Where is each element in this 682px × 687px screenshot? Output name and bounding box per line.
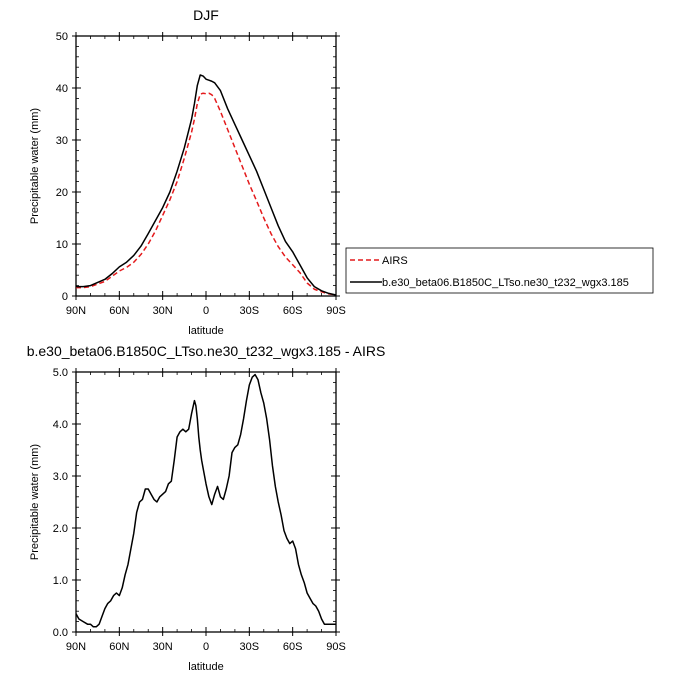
top-y-tick-label: 10 — [56, 239, 68, 251]
legend-label-model: b.e30_beta06.B1850C_LTso.ne30_t232_wgx3.… — [382, 277, 629, 289]
bottom-x-tick-label: 60N — [109, 641, 129, 653]
bottom-y-tick-label: 4.0 — [53, 419, 68, 431]
top-y-tick-label: 20 — [56, 187, 68, 199]
top-y-tick-label: 40 — [56, 83, 68, 95]
bottom-y-tick-label: 0.0 — [53, 627, 68, 639]
bottom-x-tick-label: 60S — [283, 641, 303, 653]
top-x-tick-label: 90S — [326, 305, 346, 317]
top-series — [76, 74, 337, 296]
top-x-axis-label: latitude — [188, 325, 223, 337]
bottom-y-tick-label: 5.0 — [53, 367, 68, 379]
bottom-chart-title: b.e30_beta06.B1850C_LTso.ne30_t232_wgx3.… — [27, 343, 386, 359]
bottom-panel: b.e30_beta06.B1850C_LTso.ne30_t232_wgx3.… — [27, 343, 386, 673]
bottom-ticks: 90N 60N 30N 0 30S 60S 90S 0.0 1.0 2.0 3.0 4.0 5.0 — [53, 367, 346, 653]
bottom-y-tick-label: 1.0 — [53, 575, 68, 587]
bottom-x-axis-label: latitude — [188, 661, 223, 673]
bottom-series — [75, 373, 336, 628]
top-x-tick-label: 90N — [66, 305, 86, 317]
top-y-axis-label: Precipitable water (mm) — [29, 108, 41, 224]
bottom-x-tick-label: 30N — [153, 641, 173, 653]
bottom-x-tick-label: 30S — [240, 641, 260, 653]
bottom-y-tick-label: 3.0 — [53, 471, 68, 483]
bottom-series-line-model — [75, 373, 336, 628]
top-y-tick-label: 30 — [56, 135, 68, 147]
top-x-tick-label: 30N — [153, 305, 173, 317]
legend: AIRS b.e30_beta06.B1850C_LTso.ne30_t232_… — [345, 247, 654, 294]
bottom-x-tick-label: 0 — [203, 641, 209, 653]
legend-label-airs: AIRS — [382, 255, 408, 267]
top-ticks: 90N 60N 30N 0 30S 60S 90S 0 10 20 30 40 50 — [56, 31, 346, 317]
top-x-tick-label: 60S — [283, 305, 303, 317]
top-chart-title: DJF — [193, 7, 219, 23]
bottom-x-tick-label: 90N — [66, 641, 86, 653]
top-y-tick-label: 50 — [56, 31, 68, 43]
bottom-y-tick-label: 2.0 — [53, 523, 68, 535]
top-x-tick-label: 30S — [240, 305, 260, 317]
bottom-y-axis-label: Precipitable water (mm) — [29, 444, 41, 560]
top-plot-frame — [75, 35, 337, 297]
top-x-tick-label: 0 — [203, 305, 209, 317]
top-series-line-airs — [76, 92, 337, 296]
bottom-plot-frame — [75, 371, 337, 633]
legend-box — [345, 247, 654, 294]
top-x-tick-label: 60N — [109, 305, 129, 317]
top-y-tick-label: 0 — [62, 291, 68, 303]
bottom-x-tick-label: 90S — [326, 641, 346, 653]
top-panel: DJF 90N 60N 30N 0 30S 60S 90S 0 10 20 30 40 50 latit… — [29, 7, 346, 337]
top-series-line-model — [76, 74, 337, 296]
